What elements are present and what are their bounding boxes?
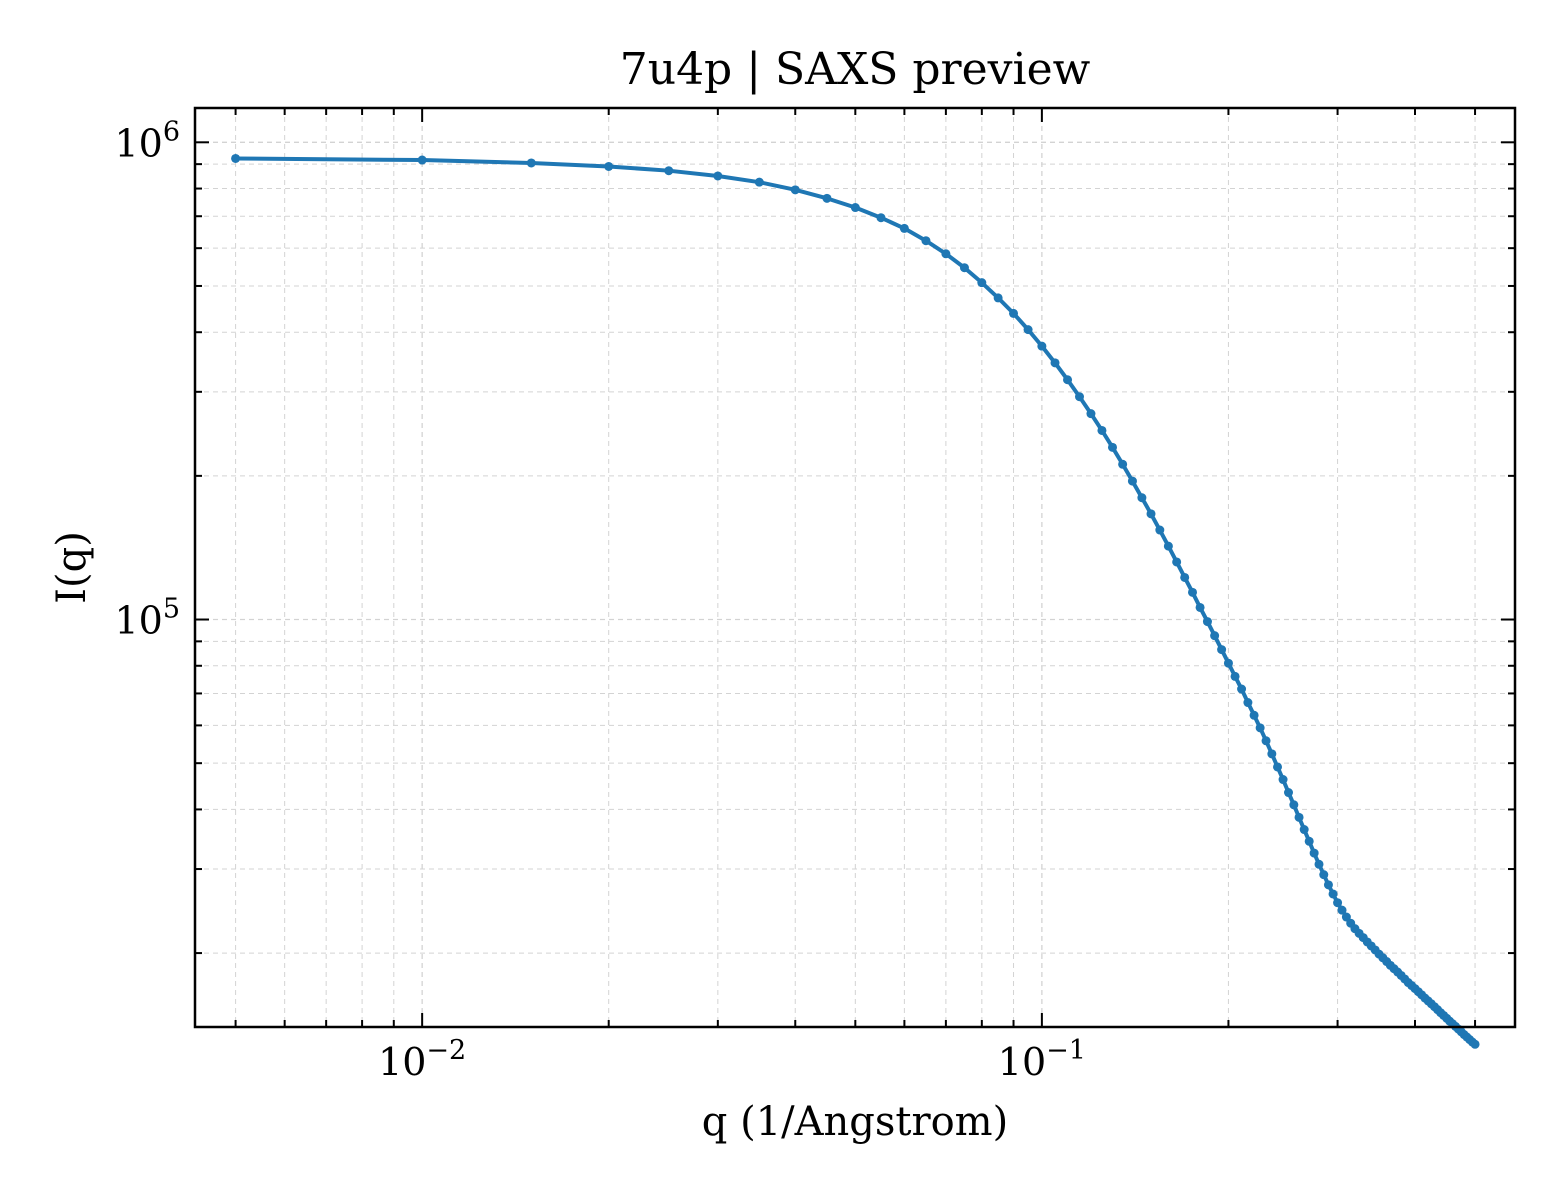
data-point <box>1188 587 1197 597</box>
data-point <box>1023 325 1033 335</box>
data-point <box>977 278 987 288</box>
y-tick-label: 105 <box>114 594 180 643</box>
data-point <box>1195 602 1205 612</box>
data-point <box>1289 800 1299 810</box>
data-point <box>1333 898 1343 908</box>
data-point <box>1037 341 1047 351</box>
data-point <box>1328 889 1338 899</box>
data-point <box>1323 880 1333 890</box>
data-point <box>1278 775 1288 785</box>
data-point <box>822 193 832 203</box>
data-point <box>604 161 614 171</box>
data-point <box>1261 736 1271 746</box>
data-point <box>1223 658 1233 668</box>
data-point <box>1319 870 1329 880</box>
data-point <box>417 155 427 165</box>
data-point <box>959 263 969 273</box>
data-point <box>1050 358 1060 368</box>
data-point <box>1237 684 1247 694</box>
data-point <box>1210 631 1220 641</box>
data-point <box>1127 476 1137 486</box>
data-point <box>1243 698 1253 708</box>
data-point <box>1299 825 1309 835</box>
data-point <box>1470 1039 1480 1049</box>
ticks: 10−2 10−1 105 106 <box>114 108 1515 1084</box>
data-point <box>1267 749 1277 759</box>
data-point <box>1146 509 1156 519</box>
data-point <box>1230 671 1240 681</box>
data-point <box>713 171 723 181</box>
data-point <box>1255 723 1265 733</box>
data-point <box>1249 710 1259 720</box>
x-axis-label: q (1/Angstrom) <box>702 1099 1008 1145</box>
data-point <box>993 293 1003 303</box>
data-point <box>1337 905 1347 915</box>
data-point <box>790 185 800 195</box>
data-point <box>1063 375 1073 385</box>
data-point <box>899 223 909 233</box>
x-tick-label: 10−1 <box>998 1035 1086 1084</box>
data-point <box>1202 617 1212 627</box>
x-tick-label: 10−2 <box>378 1035 466 1084</box>
data-point <box>850 203 860 213</box>
data-point <box>1075 392 1084 402</box>
y-tick-label: 106 <box>114 116 180 165</box>
data-point <box>921 236 931 246</box>
data-point <box>1107 442 1117 452</box>
plot-frame <box>193 106 1517 1029</box>
data-point <box>1314 859 1324 869</box>
chart-title: 7u4p | SAXS preview <box>620 44 1091 95</box>
data-point <box>1309 848 1319 858</box>
data-point <box>1294 812 1304 822</box>
data-point <box>1009 308 1019 318</box>
data-point <box>664 166 674 176</box>
data-point <box>1097 425 1107 435</box>
data-point <box>1163 541 1173 551</box>
data-point <box>1172 557 1182 567</box>
data-point <box>1217 645 1227 655</box>
data-point <box>1273 762 1283 772</box>
data-point <box>526 158 536 168</box>
data-point <box>754 177 764 187</box>
data-point <box>1180 572 1190 582</box>
data-point <box>1118 459 1128 469</box>
data-point <box>1155 525 1165 535</box>
data-point <box>941 249 951 259</box>
y-axis-label: I(q) <box>49 531 95 604</box>
data-point <box>1137 493 1147 503</box>
data-point <box>1086 409 1096 419</box>
data-point <box>876 213 886 223</box>
data-point <box>231 153 241 163</box>
data-point <box>1304 836 1314 846</box>
series-layer <box>231 153 1480 1049</box>
grid <box>195 108 1515 1027</box>
data-point <box>1284 788 1293 798</box>
